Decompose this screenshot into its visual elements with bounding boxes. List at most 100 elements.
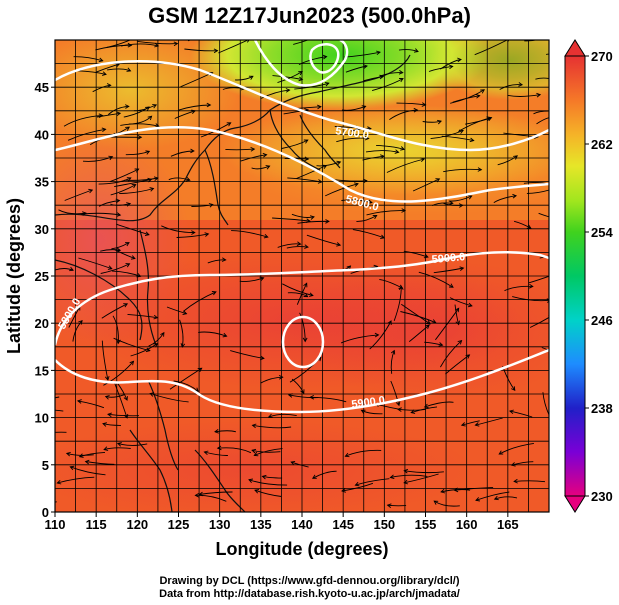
streamline — [284, 158, 309, 160]
streamline-arrowhead — [206, 102, 212, 108]
streamline — [170, 150, 194, 157]
streamline — [114, 178, 152, 188]
streamline-arrowhead — [107, 265, 113, 270]
x-tick-label: 115 — [86, 517, 107, 532]
streamline — [371, 78, 404, 92]
y-tick-label: 35 — [35, 175, 49, 190]
streamline — [440, 489, 471, 493]
streamline — [291, 213, 315, 218]
streamline — [272, 75, 303, 81]
streamline — [512, 296, 549, 302]
streamline-arrowhead — [259, 276, 265, 282]
streamline — [107, 68, 131, 72]
streamline-arrowhead — [124, 104, 130, 109]
streamline-arrowhead — [508, 409, 514, 415]
streamline-arrowhead — [106, 83, 112, 88]
streamline-arrowhead — [107, 412, 112, 418]
streamline-arrowhead — [477, 167, 483, 172]
streamline-arrowhead — [208, 203, 214, 208]
streamline — [240, 154, 267, 162]
streamline-arrowhead — [426, 320, 431, 325]
streamline-arrowhead — [364, 135, 370, 141]
streamline-arrowhead — [486, 116, 492, 121]
streamline-arrowhead — [303, 292, 309, 298]
streamline-arrowhead — [354, 481, 360, 487]
colorbar-bottom-triangle — [564, 495, 586, 513]
streamline-arrowhead — [160, 331, 165, 337]
streamline-arrowhead — [126, 67, 132, 72]
streamline-arrowhead — [440, 488, 446, 494]
streamline — [299, 312, 306, 342]
streamline — [103, 447, 131, 451]
colorbar-scale — [564, 55, 586, 497]
streamline-arrowhead — [467, 302, 473, 308]
streamline — [498, 442, 534, 455]
streamline — [316, 161, 341, 167]
temperature-field — [55, 40, 549, 512]
streamline — [403, 250, 429, 258]
streamline-arrowhead — [147, 115, 153, 121]
streamline — [341, 482, 374, 492]
streamline — [55, 396, 60, 399]
streamline — [424, 401, 454, 408]
streamline-arrowhead — [380, 154, 385, 159]
streamline — [396, 102, 426, 106]
streamline — [422, 120, 442, 123]
streamline — [400, 311, 436, 324]
streamline — [179, 319, 184, 348]
streamline — [440, 340, 462, 368]
streamline — [387, 504, 407, 507]
streamline-arrowhead — [423, 403, 429, 409]
streamline-arrowhead — [32, 434, 36, 438]
streamline — [148, 332, 165, 347]
contour-5700-line — [55, 60, 549, 152]
streamline-arrowhead — [550, 420, 553, 424]
streamline-arrowhead — [131, 184, 137, 189]
streamline-arrowhead — [455, 320, 460, 326]
streamline — [332, 178, 367, 182]
streamline — [336, 137, 369, 143]
streamline — [80, 212, 121, 216]
streamline-arrowhead — [152, 104, 158, 109]
streamline — [260, 376, 283, 384]
streamline-arrowhead — [182, 310, 188, 315]
streamline — [352, 229, 385, 239]
streamline-arrowhead — [149, 187, 155, 192]
x-tick-label: 150 — [373, 517, 395, 532]
streamline-arrowhead — [180, 343, 186, 348]
streamline — [191, 204, 213, 207]
streamline — [100, 249, 121, 252]
streamline-arrowhead — [129, 360, 135, 366]
streamline-arrowhead — [309, 215, 315, 220]
streamline-arrowhead — [536, 92, 542, 98]
credits: Drawing by DCL (https://www.gfd-dennou.o… — [0, 575, 619, 601]
streamline — [252, 424, 292, 429]
streamline-arrowhead — [127, 42, 133, 48]
streamline — [107, 413, 140, 417]
streamline-arrowhead — [226, 122, 232, 127]
streamline-arrowhead — [308, 292, 314, 297]
streamline-arrowhead — [448, 64, 454, 70]
streamline — [105, 394, 125, 398]
streamline — [390, 350, 395, 374]
streamline-arrowhead — [115, 198, 121, 204]
streamline — [312, 470, 337, 479]
streamline-arrowhead — [191, 109, 197, 115]
streamline-arrowhead — [126, 202, 132, 207]
credit-line-data: Data from http://database.rish.kyoto-u.a… — [159, 588, 460, 600]
streamline-arrowhead — [116, 247, 122, 253]
streamline-arrowhead — [387, 320, 392, 326]
streamline-arrowhead — [298, 71, 303, 76]
streamline — [524, 40, 538, 42]
streamline-arrowhead — [425, 324, 430, 329]
streamline-arrowhead — [363, 178, 368, 184]
streamline-arrowhead — [298, 76, 304, 82]
y-tick-label: 20 — [35, 316, 49, 331]
streamline-arrowhead — [552, 109, 556, 113]
x-tick-label: 125 — [168, 517, 190, 532]
streamline — [345, 65, 368, 73]
streamline-arrowhead — [30, 410, 34, 414]
streamline — [204, 451, 228, 456]
streamline — [166, 306, 187, 315]
streamline — [113, 337, 150, 352]
